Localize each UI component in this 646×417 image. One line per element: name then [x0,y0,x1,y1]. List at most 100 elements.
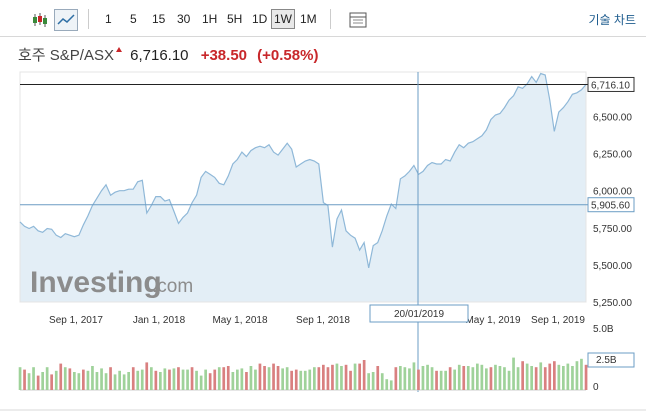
volume-bar [217,367,221,390]
volume-bar [54,370,58,390]
interval-1d[interactable]: 1D [252,12,268,26]
volume-bar [186,369,189,390]
volume-bar [376,366,380,390]
toolbar-divider [330,9,331,29]
volume-bar [303,370,307,390]
volume-bar [543,367,547,390]
line-chart-icon[interactable] [54,9,78,31]
volume-bar [91,366,94,390]
watermark-suffix: .com [152,276,193,297]
volume-bar [480,364,484,390]
last-price-label: 6,716.10 [591,80,630,91]
volume-bar [534,367,538,390]
volume-bar [285,367,289,390]
volume-bar [494,364,497,390]
volume-bar [136,370,140,390]
volume-bar [512,357,515,390]
volume-bar [435,370,438,390]
volume-bar [371,372,375,390]
price-change: +38.50 [200,47,247,64]
volume-bar [448,367,452,390]
volume-bar [299,370,303,390]
volume-bar [562,366,565,390]
volume-bar [213,369,217,390]
interval-5h[interactable]: 5H [227,12,243,26]
volume-bar [204,369,207,390]
volume-bar [403,367,407,390]
volume-bar [389,380,393,390]
interval-30[interactable]: 30 [177,12,191,26]
volume-bar [104,373,108,390]
interval-1m[interactable]: 1M [300,12,317,26]
volume-bar [340,366,343,390]
volume-bar [272,363,275,390]
instrument-name: 호주 S&P/ASX [18,47,114,64]
volume-bar [367,373,370,390]
y-tick-label: 6,250.00 [593,150,632,161]
volume-bar [575,361,579,390]
candlestick-chart-icon[interactable] [28,9,52,31]
volume-bar [521,361,524,390]
instrument-header: 호주 S&P/ASX 6,716.10 +38.50 (+0.58%) [18,44,318,64]
technical-chart-link[interactable]: 기술 차트 [588,13,637,27]
crosshair-price-box [587,197,635,213]
volume-bar [140,369,144,390]
chart-toolbar: 1 5 15 30 1H 5H 1D 1W 1M 기술 차트 [0,0,646,37]
volume-tick-label: 2.5B [596,355,617,366]
table-icon[interactable] [346,9,370,31]
crosshair-date-label: 20/01/2019 [394,309,444,320]
interval-15[interactable]: 15 [152,12,166,26]
volume-bar [245,372,248,390]
volume-bar [236,369,239,390]
volume-bar [290,370,293,390]
volume-bar [399,366,402,390]
volume-bar [27,373,31,390]
volume-bar [63,367,67,390]
volume-bar [548,363,552,390]
volume-bar [168,369,171,390]
interval-1w[interactable]: 1W [271,9,295,29]
volume-bar [530,366,533,390]
volume-bar [317,367,321,390]
volume-bar [82,369,85,390]
interval-1h[interactable]: 1H [202,12,218,26]
volume-bar [263,366,266,390]
volume-bar [59,363,63,390]
volume-bar [417,369,420,390]
price-line [19,72,587,269]
volume-bar [240,368,244,390]
crosshair-date-box [369,304,469,323]
volume-bar [145,362,149,390]
volume-bar [353,363,357,390]
toolbar-divider [88,9,89,29]
volume-bar [471,367,475,390]
y-tick-label: 6,500.00 [593,113,632,124]
volume-bar [421,366,425,390]
price-area [20,73,586,302]
volume-bar [516,367,520,390]
volume-bar [453,369,456,390]
volume-bar [190,367,194,390]
volume-bar [485,368,488,390]
interval-5[interactable]: 5 [130,12,137,26]
volume-bar [86,370,90,390]
volume-bar [498,366,502,390]
interval-1[interactable]: 1 [105,12,112,26]
volume-bar [553,361,556,390]
volume-bar [177,367,180,390]
x-tick-label: Sep 1, 2019 [531,315,585,326]
volume-bar [73,372,76,390]
volume-bar [68,368,72,390]
volume-bar [444,370,447,390]
volume-bar [95,372,99,390]
volume-bar [430,367,434,390]
volume-bar [118,370,121,390]
volume-bar [131,367,135,390]
up-arrow-icon [115,47,122,52]
volume-bar [77,373,81,390]
volume-bar [172,368,176,390]
volume-bar [466,366,470,390]
volume-bar [462,366,466,390]
volume-bar [426,364,429,390]
